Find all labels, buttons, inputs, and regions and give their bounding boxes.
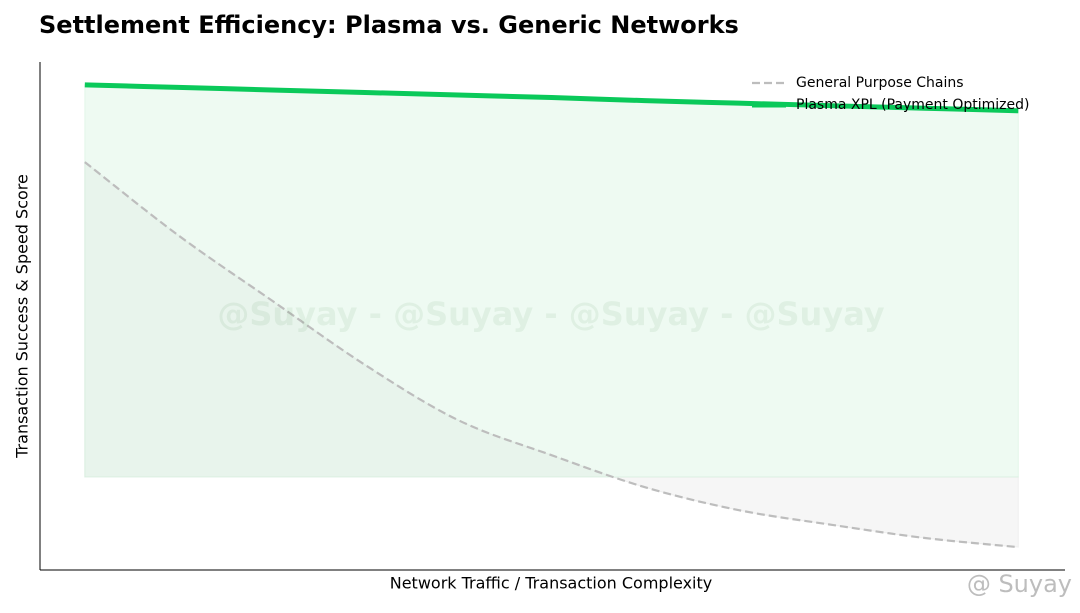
signature: @ Suyay [967,570,1072,598]
x-axis-label: Network Traffic / Transaction Complexity [390,574,713,593]
line [84,82,1019,114]
watermark: @Suyay - @Suyay - @Suyay - @Suyay [217,295,884,333]
legend-label: General Purpose Chains [796,75,964,91]
y-axis-label: Transaction Success & Speed Score [13,174,32,459]
legend-label: Plasma XPL (Payment Optimized) [796,97,1029,113]
line [84,161,1019,549]
plot-area [84,82,1019,549]
area-fill [84,84,1019,478]
chart-title: Settlement Efficiency: Plasma vs. Generi… [39,11,739,39]
